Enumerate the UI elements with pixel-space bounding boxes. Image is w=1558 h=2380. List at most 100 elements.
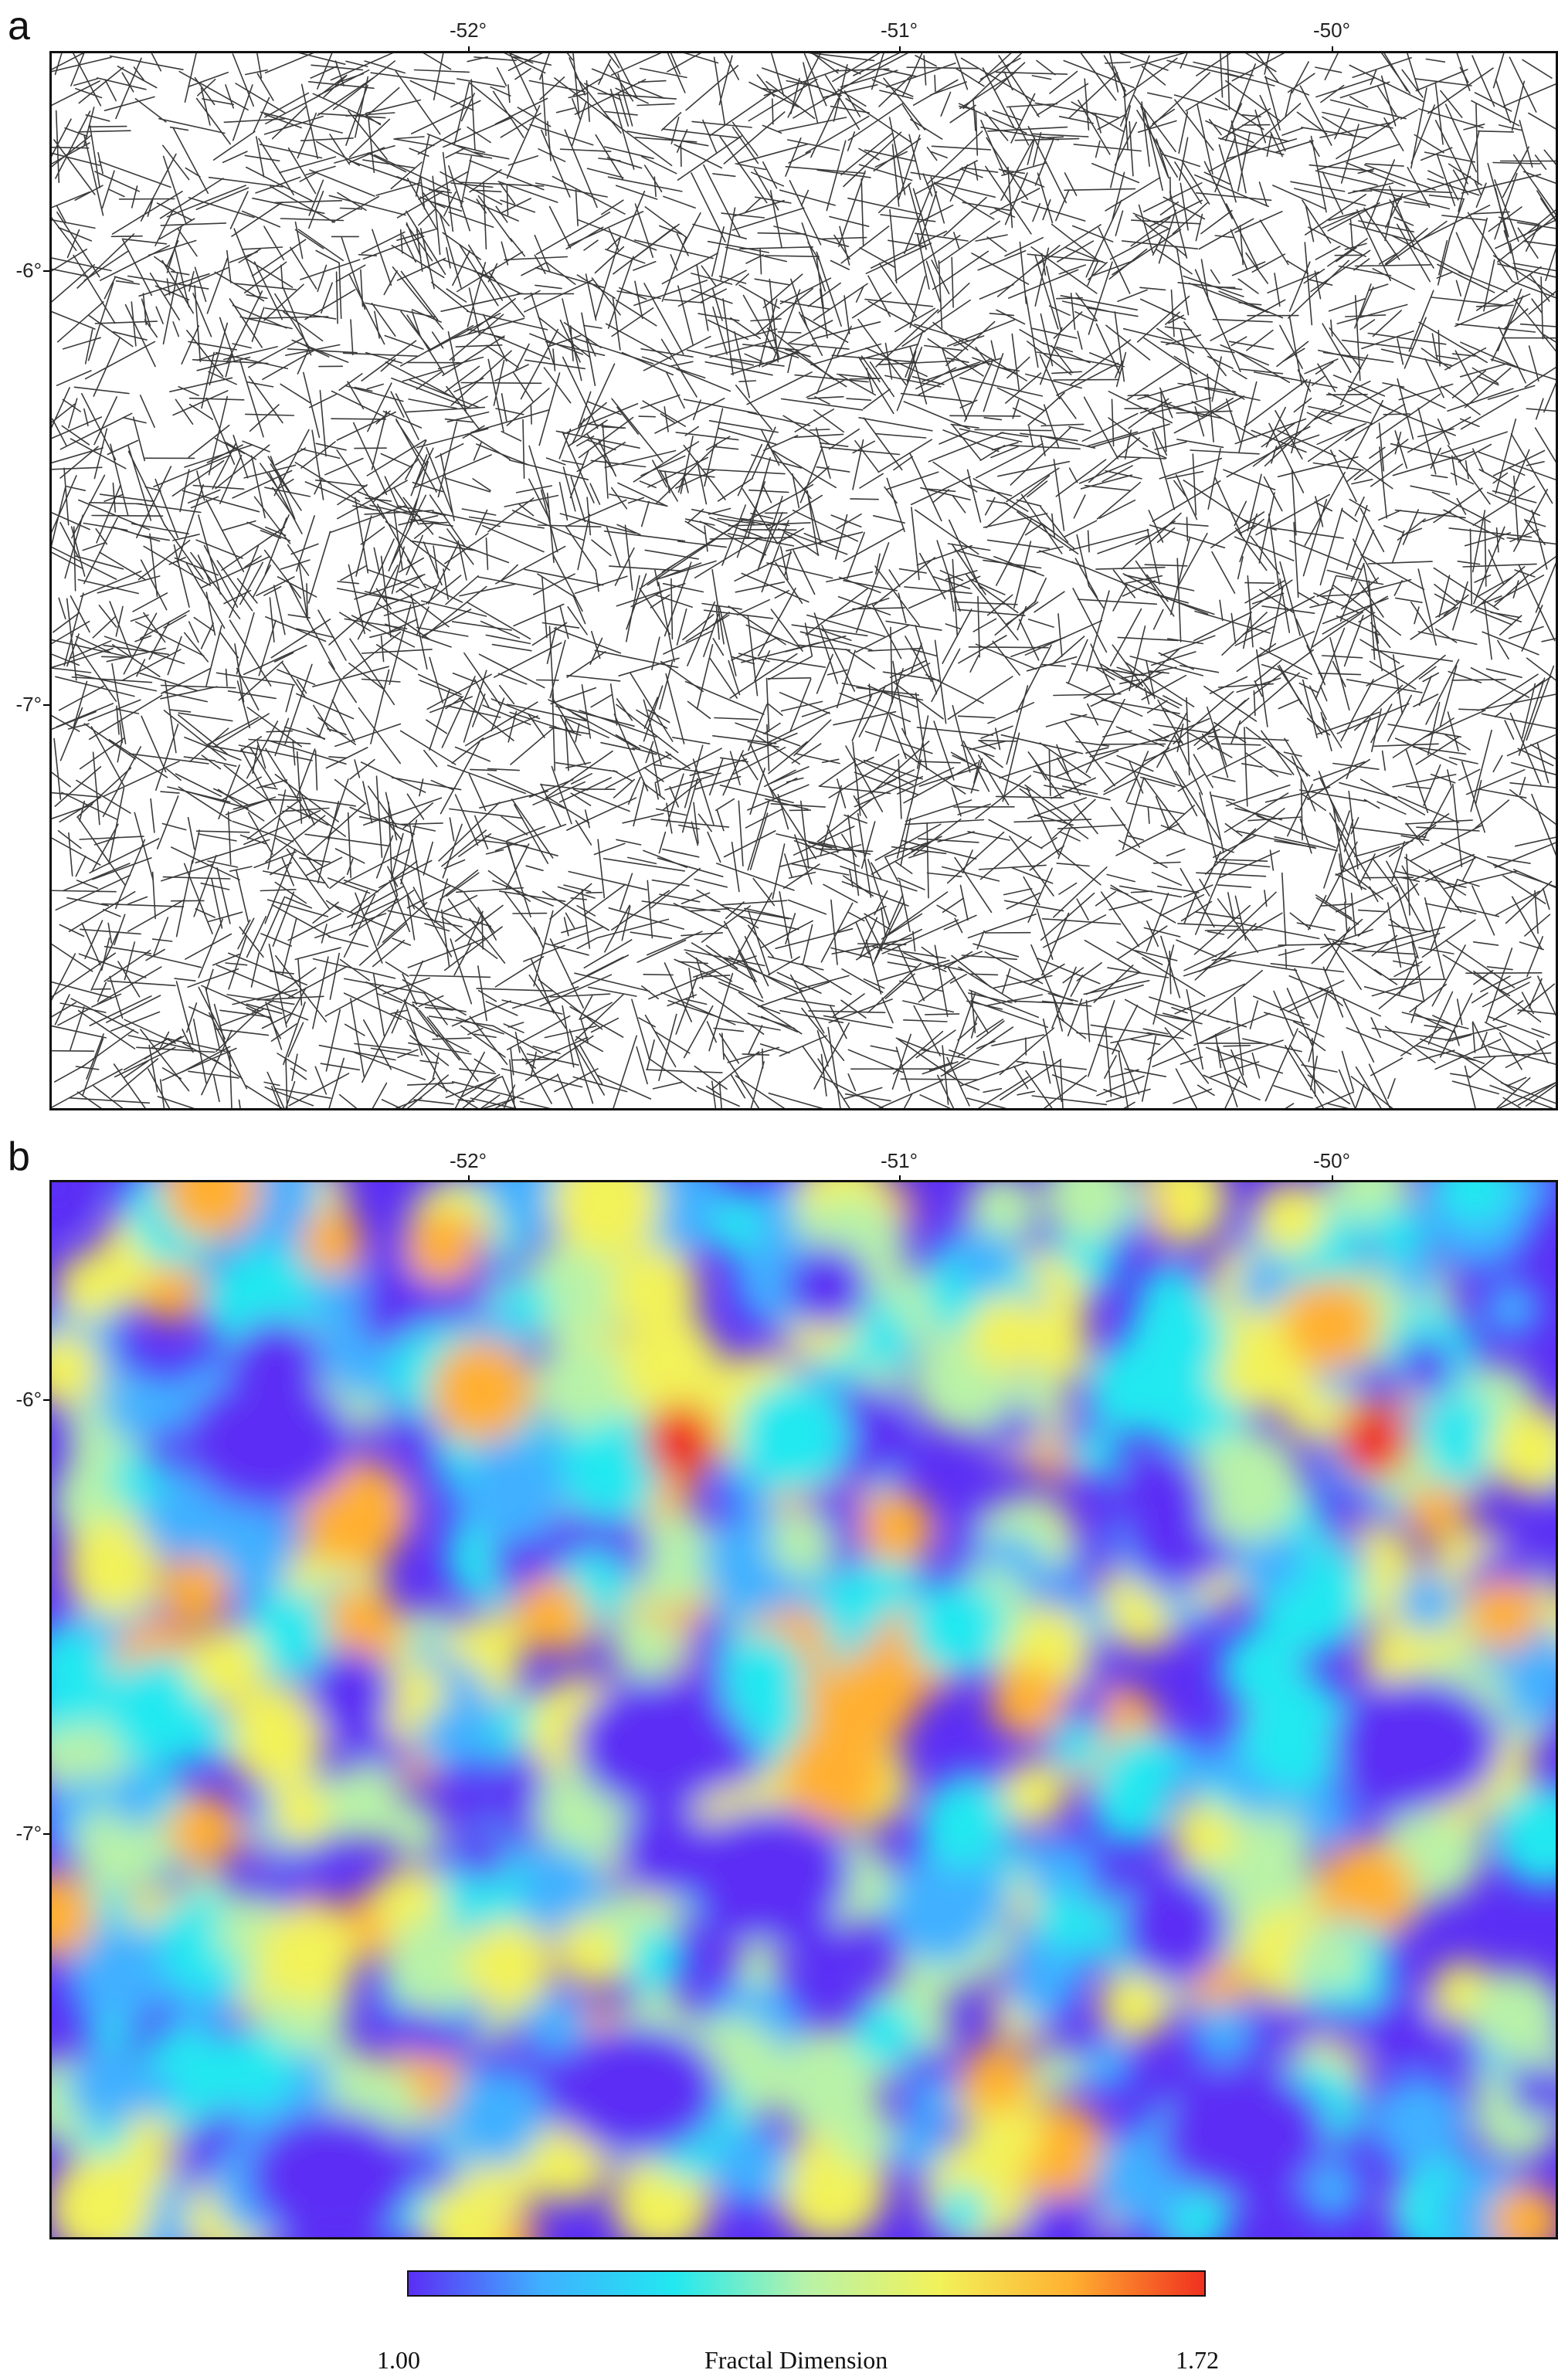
lineament <box>1438 575 1451 618</box>
lineament <box>1417 631 1478 646</box>
lineament <box>1363 164 1436 191</box>
lineament <box>736 598 771 616</box>
lineament <box>712 637 725 656</box>
heatmap-cell <box>1042 1182 1135 1241</box>
lineament <box>372 1082 388 1108</box>
lineament <box>949 1049 966 1056</box>
lineament <box>1307 758 1370 801</box>
lineament <box>562 431 595 503</box>
lineament <box>1224 792 1289 833</box>
lineament <box>1458 708 1481 711</box>
lineament <box>775 927 854 949</box>
lineament <box>1000 139 1034 201</box>
heatmap-cell <box>161 1182 261 1240</box>
lineament <box>789 678 812 733</box>
lineament <box>110 235 143 238</box>
lineament <box>1321 655 1363 659</box>
lineament <box>613 770 633 781</box>
lineament <box>1484 1022 1537 1051</box>
lineament <box>1434 1039 1502 1070</box>
lineament <box>1234 996 1244 1076</box>
lineament <box>732 746 786 775</box>
lineament <box>1034 247 1050 307</box>
lineament <box>290 1067 307 1080</box>
lineament <box>1109 227 1171 260</box>
lineament <box>704 361 773 376</box>
lineament <box>1428 869 1461 913</box>
lineament <box>260 111 344 134</box>
lineament <box>172 127 209 194</box>
lineament <box>196 356 251 371</box>
lineament <box>933 720 955 781</box>
lineament <box>494 97 548 125</box>
lineament <box>939 569 964 581</box>
lineament <box>1051 966 1077 1029</box>
lineament <box>574 337 654 364</box>
lineament <box>1324 934 1362 990</box>
lineament <box>767 956 800 976</box>
lineament <box>1096 481 1141 520</box>
lineament <box>636 103 675 107</box>
lineament <box>1401 69 1424 98</box>
lineament <box>1334 108 1350 140</box>
lineament <box>1420 147 1453 161</box>
lineament <box>932 461 978 493</box>
lineament <box>1200 209 1233 235</box>
lineament <box>421 585 487 639</box>
lineament <box>522 419 525 480</box>
lineament <box>1444 347 1487 371</box>
lineament <box>1462 856 1475 881</box>
panel-a-ytick-1: -6° <box>15 259 42 282</box>
lineament <box>426 133 484 157</box>
lineament <box>507 1022 524 1028</box>
lineament <box>52 511 90 531</box>
lineament <box>1071 663 1145 676</box>
lineament <box>205 592 216 636</box>
lineament <box>915 625 938 695</box>
lineament <box>590 459 647 468</box>
lineament <box>1326 937 1367 948</box>
lineament <box>469 169 502 193</box>
lineament <box>248 738 311 745</box>
lineament <box>684 744 704 809</box>
lineament <box>803 532 839 548</box>
lineament <box>1219 599 1224 622</box>
lineament <box>1041 912 1070 976</box>
lineament <box>467 910 484 946</box>
heatmap-cell <box>384 1917 480 2013</box>
lineament <box>988 819 1043 849</box>
lineament <box>813 283 868 321</box>
lineament <box>1176 410 1233 414</box>
lineament <box>1434 593 1457 606</box>
lineament <box>1349 498 1370 512</box>
lineament <box>1026 787 1060 856</box>
lineament <box>1170 289 1175 337</box>
lineament <box>1231 53 1285 82</box>
lineament <box>1095 666 1115 681</box>
heatmap-cell <box>257 1905 359 2007</box>
lineament <box>360 526 385 545</box>
lineament <box>1370 703 1393 744</box>
lineament <box>57 301 104 343</box>
lineament <box>171 270 190 276</box>
lineament-map <box>49 51 1558 1110</box>
lineament <box>1299 789 1367 802</box>
lineament <box>595 568 599 592</box>
lineament <box>137 539 191 581</box>
lineament <box>729 358 785 367</box>
lineament <box>437 421 458 498</box>
lineament <box>374 310 381 339</box>
lineament <box>169 709 192 713</box>
lineament <box>821 624 856 692</box>
lineament <box>1124 574 1195 592</box>
lineament <box>1158 209 1176 264</box>
lineament <box>1151 651 1197 666</box>
lineament <box>580 797 637 824</box>
lineament <box>852 741 861 816</box>
lineament <box>915 1029 956 1059</box>
lineament <box>571 98 582 120</box>
lineament <box>193 616 215 632</box>
lineament <box>548 726 590 735</box>
lineament <box>1397 654 1446 694</box>
lineament <box>1045 266 1062 331</box>
